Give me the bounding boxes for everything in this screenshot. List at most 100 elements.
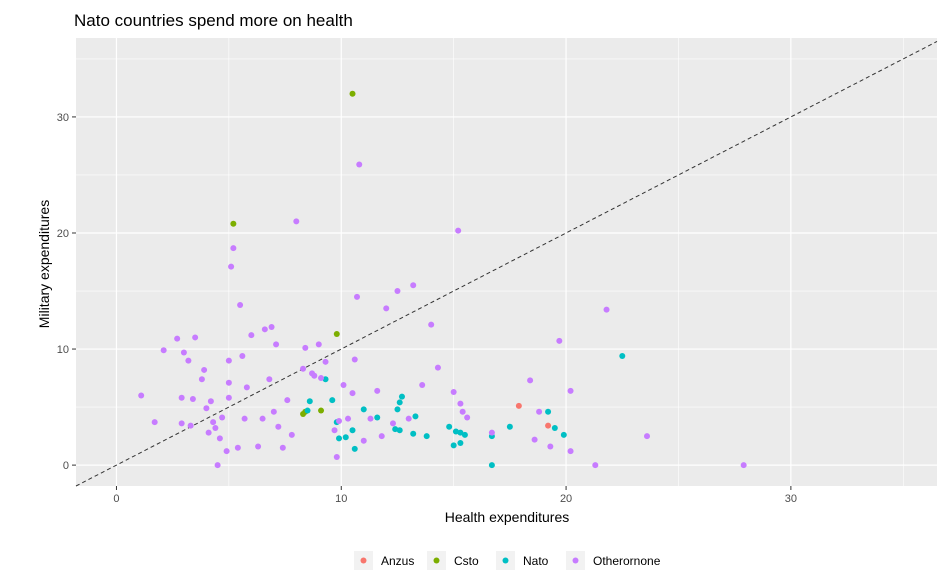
point-otherornone — [225, 379, 232, 386]
point-otherornone — [322, 358, 329, 365]
point-otherornone — [138, 392, 145, 399]
point-otherornone — [273, 341, 280, 348]
point-nato — [410, 430, 417, 437]
point-nato — [349, 427, 356, 434]
point-csto — [318, 407, 325, 414]
point-otherornone — [360, 437, 367, 444]
point-nato — [560, 431, 567, 438]
point-otherornone — [455, 227, 462, 234]
point-otherornone — [378, 433, 385, 440]
legend-label: Csto — [454, 554, 479, 568]
identity-reference-line — [75, 41, 938, 487]
data-points — [138, 90, 747, 469]
major-gridlines — [76, 38, 937, 486]
point-otherornone — [315, 341, 322, 348]
point-nato — [351, 445, 358, 452]
legend-item-csto: Csto — [427, 551, 479, 570]
legend-item-nato: Nato — [496, 551, 549, 570]
point-otherornone — [185, 357, 192, 364]
point-otherornone — [228, 263, 235, 270]
point-otherornone — [383, 305, 390, 312]
point-nato — [545, 408, 552, 415]
point-otherornone — [567, 387, 574, 394]
point-otherornone — [266, 376, 273, 383]
point-otherornone — [345, 415, 352, 422]
point-nato — [488, 462, 495, 469]
point-otherornone — [419, 382, 426, 389]
point-otherornone — [239, 353, 246, 360]
point-nato — [452, 428, 459, 435]
point-otherornone — [279, 444, 286, 451]
point-otherornone — [160, 347, 167, 354]
point-nato — [412, 413, 419, 420]
x-tick-label: 30 — [785, 493, 797, 505]
point-otherornone — [288, 431, 295, 438]
point-nato — [392, 426, 399, 433]
point-otherornone — [309, 370, 316, 377]
point-nato — [446, 423, 453, 430]
x-tick-label: 0 — [113, 493, 119, 505]
point-otherornone — [180, 349, 187, 356]
point-otherornone — [300, 365, 307, 372]
point-nato — [457, 440, 464, 447]
point-nato — [322, 376, 329, 383]
point-otherornone — [356, 161, 363, 168]
point-otherornone — [527, 377, 534, 384]
point-otherornone — [740, 462, 747, 469]
point-otherornone — [488, 429, 495, 436]
legend: Anzus Csto Nato Otherornone — [354, 551, 661, 570]
y-tick-label: 10 — [57, 344, 69, 356]
plot-panel — [76, 38, 937, 486]
point-otherornone — [336, 418, 343, 425]
point-otherornone — [151, 419, 158, 426]
point-nato — [304, 407, 311, 414]
point-otherornone — [434, 364, 441, 371]
point-csto — [349, 90, 356, 97]
point-otherornone — [268, 323, 275, 330]
point-otherornone — [187, 422, 194, 429]
point-otherornone — [567, 448, 574, 455]
point-otherornone — [219, 414, 226, 421]
point-otherornone — [216, 435, 223, 442]
point-otherornone — [302, 344, 309, 351]
point-otherornone — [178, 420, 185, 427]
point-otherornone — [367, 415, 374, 422]
legend-key-dot — [572, 557, 579, 564]
point-otherornone — [223, 448, 230, 455]
point-otherornone — [318, 375, 325, 382]
point-nato — [329, 397, 336, 404]
point-otherornone — [270, 408, 277, 415]
point-nato — [394, 406, 401, 413]
point-otherornone — [603, 306, 610, 313]
point-anzus — [515, 402, 522, 409]
point-otherornone — [205, 429, 212, 436]
y-axis-ticks: 0 10 20 30 — [57, 112, 76, 472]
legend-key-dot — [360, 557, 367, 564]
point-otherornone — [259, 415, 266, 422]
legend-key-dot — [502, 557, 509, 564]
point-otherornone — [450, 388, 457, 395]
y-tick-label: 0 — [63, 460, 69, 472]
point-otherornone — [354, 293, 361, 300]
point-otherornone — [457, 400, 464, 407]
point-nato — [396, 399, 403, 406]
point-otherornone — [189, 395, 196, 402]
point-nato — [342, 434, 349, 441]
point-csto — [333, 330, 340, 337]
point-nato — [457, 429, 464, 436]
point-otherornone — [214, 462, 221, 469]
point-otherornone — [536, 408, 543, 415]
point-otherornone — [331, 427, 338, 434]
point-otherornone — [261, 326, 268, 333]
legend-label: Anzus — [381, 554, 414, 568]
point-otherornone — [178, 394, 185, 401]
x-tick-label: 10 — [335, 493, 347, 505]
point-otherornone — [459, 408, 466, 415]
point-nato — [423, 433, 430, 440]
legend-label: Otherornone — [593, 554, 661, 568]
point-otherornone — [293, 218, 300, 225]
chart-title: Nato countries spend more on health — [74, 11, 353, 30]
point-otherornone — [547, 443, 554, 450]
point-nato — [306, 398, 313, 405]
